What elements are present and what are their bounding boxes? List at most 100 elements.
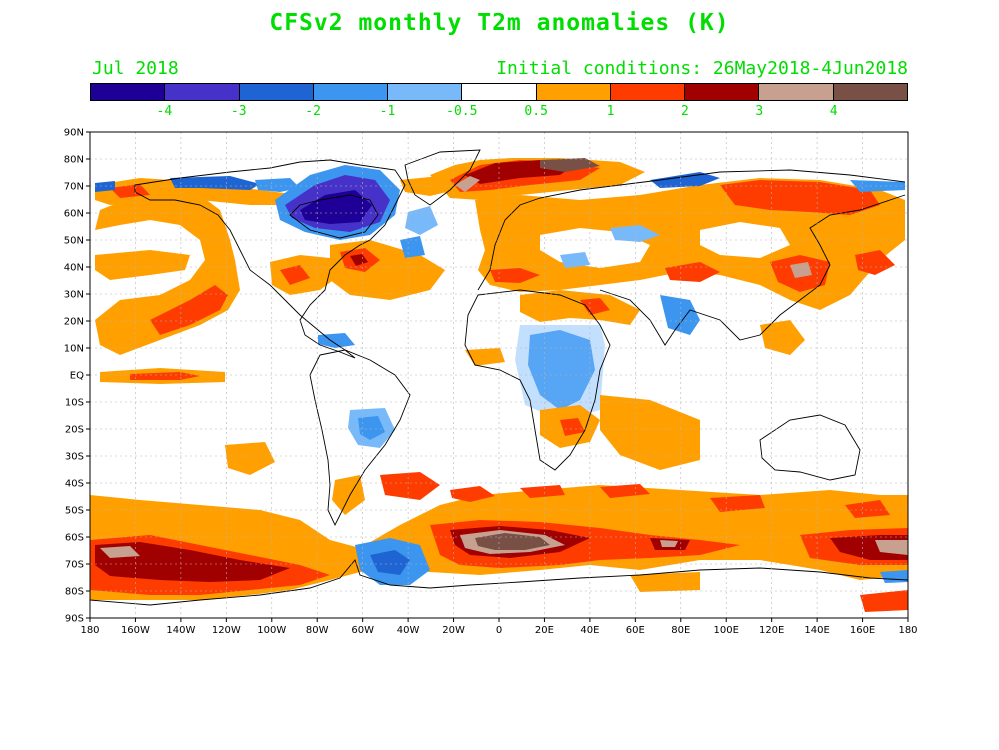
anomaly-region xyxy=(380,472,440,500)
lat-label: 10S xyxy=(65,398,84,409)
grid-lines xyxy=(90,132,908,618)
anomaly-region xyxy=(790,262,812,278)
lat-label: EQ xyxy=(70,371,84,382)
legend-label: -2 xyxy=(305,104,321,119)
legend-swatch xyxy=(833,84,907,100)
legend-label: -0.5 xyxy=(446,104,478,119)
lat-label: 40S xyxy=(65,479,84,490)
anomaly-region xyxy=(370,550,410,575)
lat-label: 20S xyxy=(65,425,84,436)
coastline xyxy=(477,169,906,291)
anomaly-region xyxy=(170,176,260,190)
anomaly-region xyxy=(540,158,600,172)
longitude-axis: 180 160W 140W 120W 100W 80W 60W 40W 20W 0 20E 40E 60… xyxy=(80,618,918,636)
anomaly-region xyxy=(528,330,595,410)
anomaly-region xyxy=(850,180,905,192)
lon-label: 60E xyxy=(626,625,645,636)
coastline xyxy=(599,194,906,346)
legend-swatch xyxy=(759,84,834,100)
anomaly-region xyxy=(580,298,610,315)
lon-label: 20W xyxy=(442,625,465,636)
anomaly-region xyxy=(490,268,540,283)
anomaly-region xyxy=(465,348,505,366)
lon-label: 60W xyxy=(351,625,374,636)
legend-label: 4 xyxy=(829,104,838,119)
lon-label: 80E xyxy=(671,625,690,636)
legend-label: -4 xyxy=(156,104,173,119)
lat-label: 50S xyxy=(65,506,84,517)
coastline xyxy=(759,414,861,481)
anomaly-region xyxy=(515,325,605,420)
legend-swatch xyxy=(685,84,760,100)
anomaly-region xyxy=(300,190,372,224)
anomaly-region xyxy=(610,225,660,242)
lat-label: 30S xyxy=(65,452,84,463)
legend-label: 3 xyxy=(755,104,764,119)
coastline xyxy=(404,149,481,206)
lon-label: 40W xyxy=(397,625,420,636)
anomaly-region xyxy=(130,372,200,380)
lon-label: 180 xyxy=(80,625,99,636)
anomaly-region xyxy=(710,495,765,512)
lon-label: 160W xyxy=(121,625,150,636)
legend-label: 2 xyxy=(680,104,689,119)
anomaly-region xyxy=(95,181,115,192)
anomaly-region xyxy=(100,546,140,558)
lon-label: 100E xyxy=(714,625,739,636)
lon-label: 160E xyxy=(850,625,875,636)
lat-label: 60N xyxy=(64,209,84,220)
anomaly-region xyxy=(350,254,368,266)
lat-label: 50N xyxy=(64,236,84,247)
anomaly-region xyxy=(720,180,880,215)
anomaly-region xyxy=(855,250,895,275)
legend-swatch xyxy=(536,84,611,100)
anomaly-region xyxy=(280,265,310,285)
lat-label: 40N xyxy=(64,263,84,274)
lon-label: 40E xyxy=(580,625,599,636)
anomaly-region xyxy=(455,176,480,192)
lon-label: 140W xyxy=(166,625,195,636)
anomaly-region xyxy=(150,285,228,335)
anomaly-region xyxy=(600,395,700,470)
lat-label: 30N xyxy=(64,290,84,301)
anomaly-region xyxy=(600,484,650,498)
anomaly-region xyxy=(650,172,720,188)
coastline xyxy=(134,159,406,359)
legend-label: 1 xyxy=(606,104,615,119)
legend-swatch xyxy=(313,84,389,100)
lat-label: 70N xyxy=(64,182,84,193)
legend-swatch xyxy=(388,84,463,100)
anomaly-region xyxy=(860,590,908,612)
legend-swatch xyxy=(610,84,686,100)
anomaly-region xyxy=(405,206,438,235)
anomaly-region xyxy=(95,250,190,280)
legend-label: -3 xyxy=(230,104,247,119)
anomaly-region xyxy=(875,540,908,555)
lon-label: 100W xyxy=(257,625,286,636)
anomaly-region xyxy=(560,418,585,436)
lon-label: 20E xyxy=(535,625,554,636)
lat-label: 60S xyxy=(65,533,84,544)
anomaly-region xyxy=(760,320,805,355)
lat-label: 70S xyxy=(65,560,84,571)
coastline xyxy=(309,349,411,527)
initial-conditions: Initial conditions: 26May2018-4Jun2018 xyxy=(496,58,908,79)
latitude-axis: 90N 80N 70N 60N 50N 40N 30N 20N 10N EQ 10S 20S 30S 40… xyxy=(64,128,90,625)
anomaly-region xyxy=(358,416,385,440)
lon-label: 0 xyxy=(496,625,502,636)
anomaly-region xyxy=(318,333,355,348)
lon-label: 80W xyxy=(306,625,329,636)
legend-swatch xyxy=(462,84,537,100)
legend-label: -1 xyxy=(379,104,396,119)
color-legend xyxy=(90,83,908,101)
coastlines xyxy=(90,149,908,606)
legend-swatch xyxy=(239,84,314,100)
lon-label: 140E xyxy=(804,625,829,636)
lon-label: 120E xyxy=(759,625,784,636)
lon-label: 120W xyxy=(212,625,241,636)
anomaly-region xyxy=(520,290,640,325)
anomaly-region xyxy=(332,475,365,515)
anomaly-region xyxy=(95,542,290,582)
coastline xyxy=(90,559,908,606)
